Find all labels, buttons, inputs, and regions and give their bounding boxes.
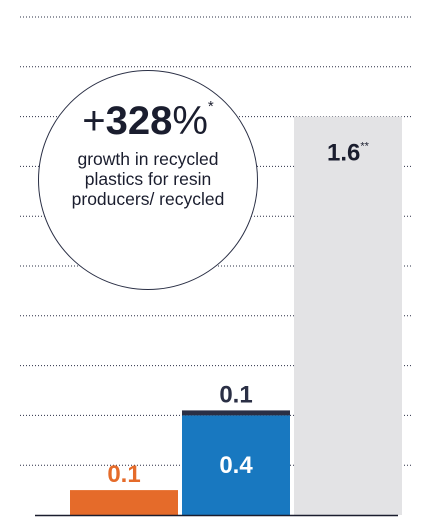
- growth-callout: +328%* growth in recycled plastics for r…: [38, 70, 258, 290]
- growth-value: 328: [105, 99, 173, 143]
- data-label: 0.4: [219, 452, 253, 479]
- growth-headline: +328%*: [39, 98, 257, 143]
- bar: [294, 116, 402, 515]
- bar: [182, 415, 290, 515]
- growth-caption: growth in recycled plastics for resin pr…: [71, 149, 225, 209]
- growth-unit: %: [172, 99, 208, 143]
- bar-segment: [182, 410, 290, 416]
- data-label: 0.1: [107, 461, 140, 488]
- data-label: 0.1: [219, 381, 252, 408]
- growth-prefix: +: [82, 99, 106, 143]
- growth-footnote-mark: *: [207, 98, 214, 115]
- bar: [70, 490, 178, 515]
